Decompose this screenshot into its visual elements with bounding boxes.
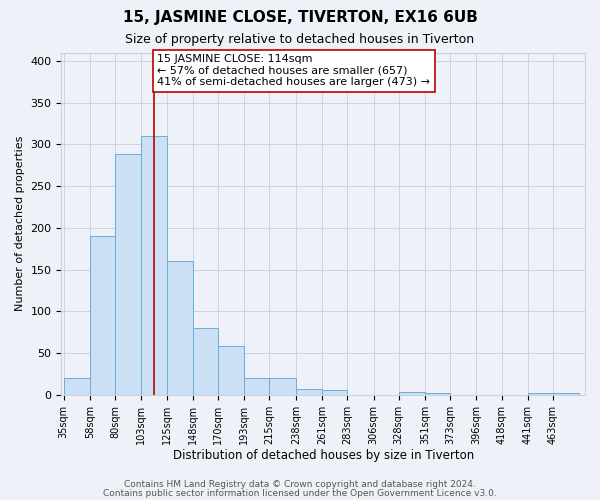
Bar <box>244 378 269 395</box>
Bar <box>398 392 425 395</box>
Text: 15, JASMINE CLOSE, TIVERTON, EX16 6UB: 15, JASMINE CLOSE, TIVERTON, EX16 6UB <box>122 10 478 25</box>
Bar <box>425 393 450 395</box>
Bar <box>115 154 142 395</box>
Bar <box>553 393 579 395</box>
X-axis label: Distribution of detached houses by size in Tiverton: Distribution of detached houses by size … <box>173 450 474 462</box>
Bar <box>218 346 244 395</box>
Bar <box>90 236 115 395</box>
Text: 15 JASMINE CLOSE: 114sqm
← 57% of detached houses are smaller (657)
41% of semi-: 15 JASMINE CLOSE: 114sqm ← 57% of detach… <box>157 54 430 88</box>
Bar <box>269 378 296 395</box>
Text: Size of property relative to detached houses in Tiverton: Size of property relative to detached ho… <box>125 32 475 46</box>
Text: Contains HM Land Registry data © Crown copyright and database right 2024.: Contains HM Land Registry data © Crown c… <box>124 480 476 489</box>
Y-axis label: Number of detached properties: Number of detached properties <box>15 136 25 312</box>
Bar <box>528 393 553 395</box>
Bar <box>296 389 322 395</box>
Bar <box>142 136 167 395</box>
Bar <box>322 390 347 395</box>
Bar <box>64 378 90 395</box>
Bar <box>193 328 218 395</box>
Bar <box>167 261 193 395</box>
Text: Contains public sector information licensed under the Open Government Licence v3: Contains public sector information licen… <box>103 489 497 498</box>
